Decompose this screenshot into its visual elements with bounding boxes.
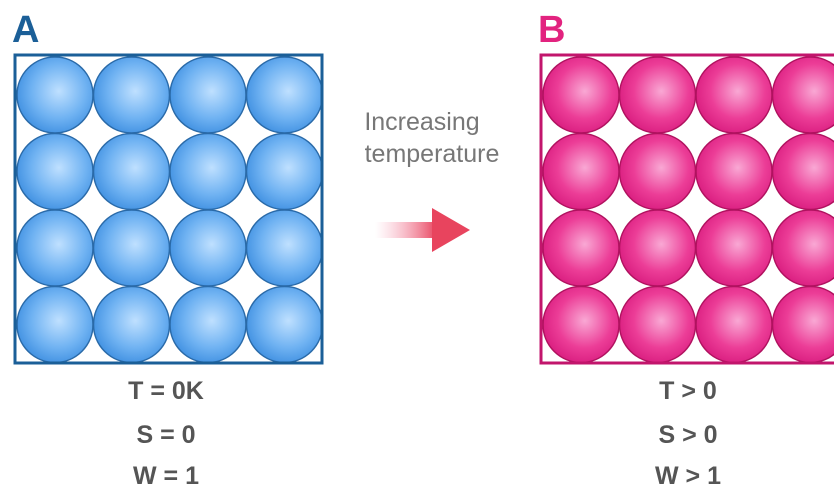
particle [543,57,619,133]
particle [17,287,93,363]
particle [773,287,834,363]
particle [170,210,246,286]
particle [247,134,323,210]
particle [94,287,170,363]
particle [543,210,619,286]
particle [170,287,246,363]
state-line: W = 1 [133,462,199,489]
particle [696,210,772,286]
arrow-label: temperature [365,140,500,168]
particle [773,57,834,133]
particle [773,210,834,286]
diagram: A B T = 0K S = 0 W = 1 T > 0 S > 0 W > 1… [0,0,834,489]
particle [620,57,696,133]
particle [170,134,246,210]
particle [247,210,323,286]
particle [94,134,170,210]
particle [170,57,246,133]
particle [696,134,772,210]
arrow [375,208,470,252]
state-line: W > 1 [655,462,721,489]
particle [17,134,93,210]
particle [94,210,170,286]
arrow-label: Increasing [364,108,479,136]
particle [696,287,772,363]
boxes [15,55,834,363]
particle [543,287,619,363]
particle [17,57,93,133]
particle [620,210,696,286]
state-line: T = 0K [128,377,204,405]
particle [620,287,696,363]
particle [620,134,696,210]
particle [543,134,619,210]
state-line: S > 0 [658,421,717,449]
particle [17,210,93,286]
particle [247,287,323,363]
particle [773,134,834,210]
state-line: T > 0 [659,377,717,405]
particle [696,57,772,133]
panel-label: B [538,9,565,51]
panel-label: A [12,9,39,51]
particle [247,57,323,133]
particle [94,57,170,133]
state-line: S = 0 [136,421,195,449]
